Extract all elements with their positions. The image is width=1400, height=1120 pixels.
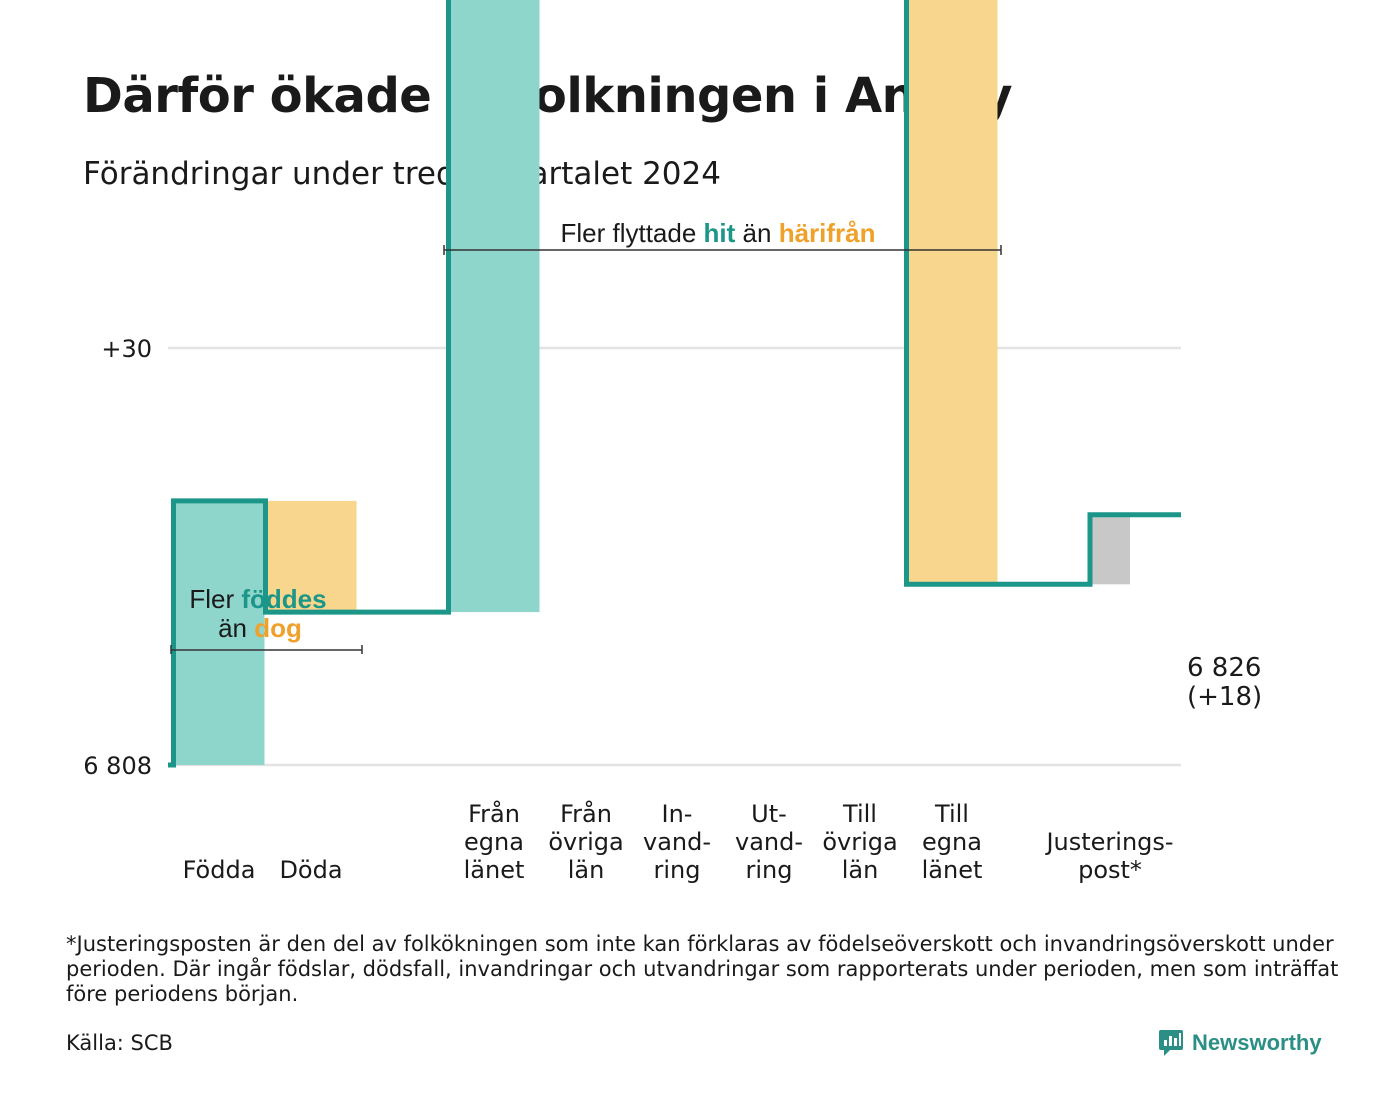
- step-line-layer: [168, 0, 1181, 768]
- bar-0: [173, 500, 265, 765]
- newsworthy-logo-icon: [1159, 1030, 1183, 1056]
- footnote: *Justeringsposten är den del av folkökni…: [66, 932, 1339, 1006]
- bar-8: [1090, 514, 1130, 585]
- annotation-moves: Fler flyttade hit än härifrån: [560, 218, 875, 248]
- source-note: Källa: SCB: [66, 1031, 173, 1055]
- bar-7: [906, 0, 998, 585]
- annotation-moves-part-0: Fler flyttade: [560, 218, 703, 248]
- category-label-5-2: ring: [746, 856, 793, 884]
- category-label-8-1: post*: [1078, 856, 1142, 884]
- y-tick-label-1: +30: [101, 335, 152, 363]
- category-label-4-1: vand-: [643, 828, 711, 856]
- grid-lines: [168, 346, 1181, 767]
- annotation-births-line2-part-0: än: [218, 613, 254, 643]
- step-line: [168, 0, 1181, 768]
- category-label-6-1: övriga: [822, 828, 897, 856]
- category-label-3-2: län: [568, 856, 605, 884]
- annotation-moves-part-2: än: [735, 218, 778, 248]
- category-label-4-2: ring: [654, 856, 701, 884]
- bracket-moves: [443, 245, 1002, 255]
- category-label-7-0: Till: [934, 800, 969, 828]
- category-label-3-1: övriga: [548, 828, 623, 856]
- bracket-births: [170, 645, 363, 654]
- chart-subtitle: Förändringar under tredje kvartalet 2024: [83, 156, 721, 192]
- category-labels: Födda DödaFrånegnalänetFrånövrigalänIn-va…: [183, 653, 1263, 884]
- chart-title: Därför ökade befolkningen i Aneby: [83, 68, 1013, 124]
- category-label-2-2: länet: [464, 856, 525, 884]
- category-label-7-2: länet: [922, 856, 983, 884]
- end-value-label-1: (+18): [1187, 682, 1262, 712]
- category-label-5-1: vand-: [735, 828, 803, 856]
- annotation-births-line1-part-0: Fler: [189, 584, 241, 614]
- category-label-2-1: egna: [464, 828, 524, 856]
- category-label-8-0: Justerings-: [1044, 828, 1173, 856]
- category-label-5-0: Ut-: [751, 800, 787, 828]
- category-label-2-0: Från: [468, 799, 520, 828]
- annotation-births-line2: än dog: [218, 613, 302, 643]
- annotation-moves-part-3: härifrån: [779, 218, 876, 248]
- category-label-6-2: län: [842, 856, 879, 884]
- annotation-births-line2-part-1: dog: [254, 613, 302, 643]
- annotation-births-line1-part-1: föddes: [241, 584, 326, 614]
- category-label-7-1: egna: [922, 828, 982, 856]
- brand-logo: Newsworthy: [1158, 1028, 1322, 1058]
- annotation-moves-part-1: hit: [704, 218, 736, 248]
- brand-name: Newsworthy: [1192, 1030, 1322, 1055]
- y-axis-ticks: 6 808+30+60+90: [83, 335, 152, 780]
- bar-1: [265, 500, 357, 613]
- category-label-0-0: Födda: [183, 856, 256, 884]
- waterfall-chart: 6 808+30+60+90 FöddaDödaFrånegnalänetFrå…: [83, 0, 1263, 884]
- category-label-4-0: In-: [662, 800, 693, 828]
- category-label-6-0: Till: [842, 800, 877, 828]
- end-value-label-0: 6 826: [1187, 653, 1261, 683]
- bars: [173, 0, 1130, 765]
- y-tick-label-0: 6 808: [83, 752, 152, 780]
- annotation-births-line1: Fler föddes: [189, 584, 326, 614]
- bar-2: [448, 0, 540, 613]
- category-label-3-0: Från: [560, 799, 612, 828]
- category-label-1-0: Döda: [279, 856, 342, 884]
